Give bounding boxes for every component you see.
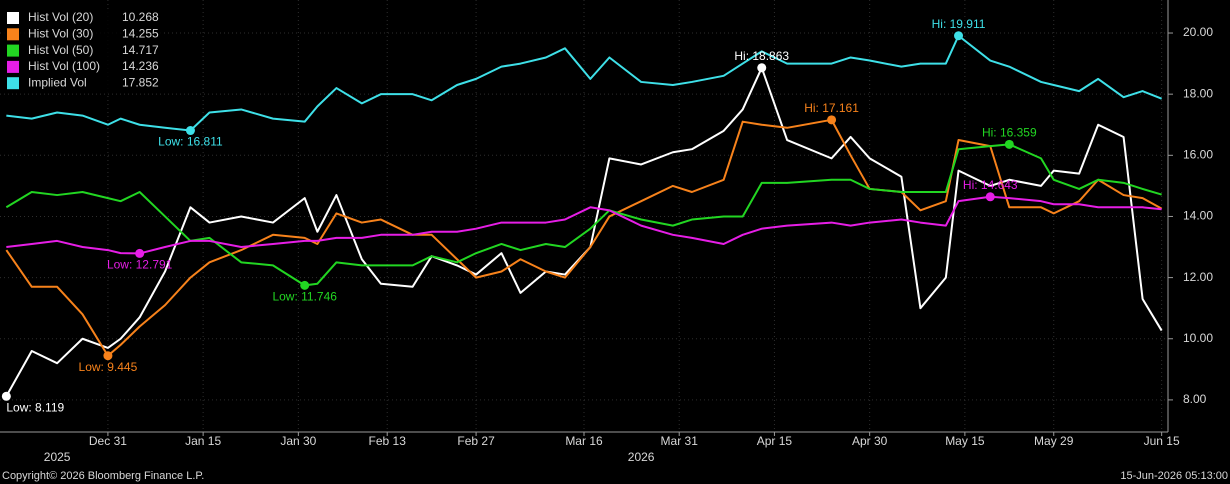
legend-swatch — [7, 77, 19, 90]
extreme-label: Low: 12.791 — [107, 258, 173, 272]
year-label: 2025 — [44, 450, 71, 464]
x-tick-label: Jun 15 — [1144, 434, 1180, 448]
extreme-marker — [103, 351, 113, 361]
x-tick-label: Apr 15 — [757, 434, 793, 448]
legend-label: Hist Vol (50) — [28, 43, 93, 57]
extreme-label: Hi: 14.643 — [963, 178, 1018, 192]
extreme-marker — [1, 391, 11, 401]
extreme-label: Low: 16.811 — [158, 135, 223, 149]
y-tick-label: 8.00 — [1183, 392, 1207, 406]
series-line — [6, 195, 1162, 255]
legend-swatch — [7, 12, 19, 24]
y-tick-label: 12.00 — [1183, 270, 1213, 284]
x-tick-label: May 15 — [945, 434, 985, 448]
legend-value: 10.268 — [122, 10, 159, 24]
timestamp: 15-Jun-2026 05:13:00 — [1120, 470, 1228, 482]
x-tick-label: Mar 31 — [661, 434, 699, 448]
x-tick-label: Feb 13 — [369, 434, 407, 448]
extreme-label: Hi: 16.359 — [982, 126, 1037, 140]
x-tick-label: Dec 31 — [89, 434, 127, 448]
extreme-label: Hi: 18.863 — [734, 49, 789, 63]
extreme-marker — [185, 126, 195, 136]
extreme-label: Low: 8.119 — [6, 400, 64, 414]
extreme-label: Low: 11.746 — [272, 290, 337, 304]
extreme-marker — [1004, 139, 1014, 149]
extreme-marker — [135, 248, 145, 258]
y-tick-label: 10.00 — [1183, 331, 1213, 345]
plot-layer: 8.00 10.00 12.00 14.00 16.00 18.00 20.00 Dec 31… — [0, 0, 1213, 464]
x-tick-label: Mar 16 — [565, 434, 603, 448]
legend-label: Hist Vol (100) — [28, 59, 100, 73]
y-tick-label: 14.00 — [1183, 209, 1213, 223]
legend-value: 14.255 — [122, 26, 159, 40]
legend-label: Hist Vol (30) — [28, 26, 93, 40]
x-tick-label: Feb 27 — [457, 434, 495, 448]
extreme-marker — [757, 63, 767, 73]
extreme-marker — [827, 115, 837, 125]
legend-label: Hist Vol (20) — [28, 10, 93, 24]
x-tick-label: May 29 — [1034, 434, 1074, 448]
x-tick-label: Jan 30 — [280, 434, 316, 448]
legend-swatch — [7, 28, 19, 41]
series-line — [5, 118, 1163, 357]
legend-label: Implied Vol — [28, 75, 87, 89]
y-tick-label: 18.00 — [1183, 86, 1213, 100]
extreme-marker — [985, 192, 995, 202]
x-tick-label: Jan 15 — [185, 434, 221, 448]
copyright: Copyright© 2026 Bloomberg Finance L.P. — [2, 470, 204, 482]
y-tick-label: 20.00 — [1183, 25, 1213, 39]
year-label: 2026 — [628, 450, 655, 464]
extreme-label: Hi: 19.911 — [932, 17, 986, 31]
legend-swatch — [7, 44, 19, 57]
legend-swatch — [7, 60, 19, 73]
extreme-marker — [300, 280, 310, 290]
extreme-label: Low: 9.445 — [79, 360, 138, 374]
legend-value: 17.852 — [122, 75, 159, 89]
legend: Hist Vol (20) 10.268 Hist Vol (30) 14.255 Hi… — [2, 9, 164, 93]
legend-background — [2, 9, 164, 93]
extreme-marker — [954, 31, 964, 41]
legend-value: 14.717 — [122, 43, 159, 57]
extreme-label: Hi: 17.161 — [804, 101, 859, 115]
x-tick-label: Apr 30 — [852, 434, 888, 448]
legend-value: 14.236 — [122, 59, 159, 73]
y-tick-label: 16.00 — [1183, 147, 1213, 161]
